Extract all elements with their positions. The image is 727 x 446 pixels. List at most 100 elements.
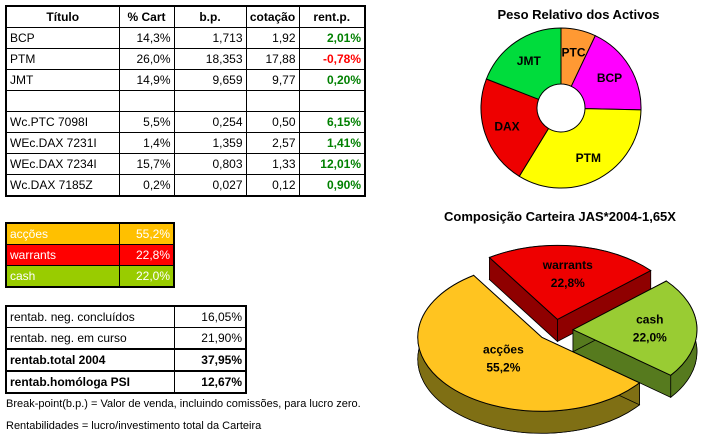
- cell-rent[interactable]: 0,20%: [298, 69, 366, 91]
- cell-cotacao[interactable]: 9,77: [245, 69, 300, 91]
- allocation-value[interactable]: 55,2%: [118, 222, 175, 245]
- cell-cotacao[interactable]: 2,57: [245, 132, 300, 154]
- returns-label[interactable]: rentab. neg. concluídos: [5, 305, 175, 328]
- returns-value[interactable]: 21,90%: [173, 327, 247, 350]
- header-titulo[interactable]: Título: [5, 5, 120, 28]
- pie-label-warrants: warrants: [542, 258, 593, 272]
- cell-cotacao[interactable]: 1,33: [245, 153, 300, 175]
- allocation-label[interactable]: cash: [5, 265, 120, 288]
- allocation-label[interactable]: warrants: [5, 244, 120, 266]
- positions-table: Título % Cart b.p. cotação rent.p. BCP 1…: [5, 5, 366, 197]
- cell-cotacao[interactable]: 0,12: [245, 174, 300, 197]
- donut-label-JMT: JMT: [517, 54, 542, 68]
- cell-titulo[interactable]: WEc.DAX 7231I: [5, 132, 120, 154]
- cell-bp[interactable]: 9,659: [173, 69, 247, 91]
- cell-rent[interactable]: 0,90%: [298, 174, 366, 197]
- cell-bp[interactable]: 18,353: [173, 48, 247, 70]
- allocation-label[interactable]: acções: [5, 222, 120, 245]
- donut-slice-PTM[interactable]: [518, 108, 642, 189]
- pie-value-cash: 22,0%: [633, 330, 667, 344]
- cell-cotacao[interactable]: 17,88: [245, 48, 300, 70]
- returns-value[interactable]: 12,67%: [173, 370, 247, 394]
- footnote-rentabilidades: Rentabilidades = lucro/investimento tota…: [6, 420, 262, 432]
- header-cart[interactable]: % Cart: [118, 5, 175, 28]
- cell-bp[interactable]: 0,803: [173, 153, 247, 175]
- positions-row: WEc.DAX 7234I 15,7% 0,803 1,33 12,01%: [5, 153, 366, 175]
- pie-value-warrants: 22,8%: [551, 276, 585, 290]
- cell-titulo[interactable]: JMT: [5, 69, 120, 91]
- cell-titulo[interactable]: Wc.PTC 7098I: [5, 111, 120, 133]
- returns-label[interactable]: rentab.total 2004: [5, 348, 175, 372]
- donut-label-BCP: BCP: [597, 71, 622, 85]
- cell-bp[interactable]: 0,254: [173, 111, 247, 133]
- allocation-table: acções 55,2% warrants 22,8% cash 22,0%: [5, 222, 175, 288]
- cell-cart[interactable]: 14,9%: [118, 69, 175, 91]
- footnotes: Break-point(b.p.) = Valor de venda, incl…: [6, 393, 361, 437]
- pie-chart-title: Composição Carteira JAS*2004-1,65X: [444, 209, 676, 224]
- cell-cotacao[interactable]: 0,50: [245, 111, 300, 133]
- returns-row: rentab.total 2004 37,95%: [5, 348, 247, 372]
- cell-rent[interactable]: [298, 90, 366, 112]
- returns-label[interactable]: rentab. neg. em curso: [5, 327, 175, 350]
- cell-bp[interactable]: 1,713: [173, 27, 247, 49]
- cell-rent[interactable]: 12,01%: [298, 153, 366, 175]
- returns-value[interactable]: 16,05%: [173, 305, 247, 328]
- returns-value[interactable]: 37,95%: [173, 348, 247, 372]
- cell-bp[interactable]: 1,359: [173, 132, 247, 154]
- header-bp[interactable]: b.p.: [173, 5, 247, 28]
- cell-titulo[interactable]: WEc.DAX 7234I: [5, 153, 120, 175]
- donut-chart-title: Peso Relativo dos Activos: [497, 7, 660, 22]
- donut-chart: PTC BCP PTM DAX JMT: [480, 27, 642, 189]
- positions-row: Wc.PTC 7098I 5,5% 0,254 0,50 6,15%: [5, 111, 366, 133]
- positions-row: WEc.DAX 7231I 1,4% 1,359 2,57 1,41%: [5, 132, 366, 154]
- cell-rent[interactable]: 2,01%: [298, 27, 366, 49]
- cell-rent[interactable]: 1,41%: [298, 132, 366, 154]
- allocation-value[interactable]: 22,8%: [118, 244, 175, 266]
- allocation-row: cash 22,0%: [5, 265, 175, 288]
- pie-value-acções: 55,2%: [486, 360, 520, 374]
- cell-cotacao[interactable]: [245, 90, 300, 112]
- cell-rent[interactable]: -0,78%: [298, 48, 366, 70]
- cell-cart[interactable]: [118, 90, 175, 112]
- cell-titulo[interactable]: Wc.DAX 7185Z: [5, 174, 120, 197]
- cell-cart[interactable]: 26,0%: [118, 48, 175, 70]
- returns-row: rentab.homóloga PSI 12,67%: [5, 370, 247, 394]
- cell-cotacao[interactable]: 1,92: [245, 27, 300, 49]
- header-rent[interactable]: rent.p.: [298, 5, 366, 28]
- cell-bp[interactable]: [173, 90, 247, 112]
- returns-table: rentab. neg. concluídos 16,05% rentab. n…: [5, 305, 247, 394]
- cell-titulo[interactable]: BCP: [5, 27, 120, 49]
- cell-rent[interactable]: 6,15%: [298, 111, 366, 133]
- cell-cart[interactable]: 1,4%: [118, 132, 175, 154]
- positions-row: Wc.DAX 7185Z 0,2% 0,027 0,12 0,90%: [5, 174, 366, 197]
- cell-cart[interactable]: 5,5%: [118, 111, 175, 133]
- donut-slice-JMT[interactable]: [485, 27, 562, 100]
- pie-slice-cash[interactable]: [571, 280, 698, 376]
- cell-titulo[interactable]: PTM: [5, 48, 120, 70]
- pie-label-acções: acções: [483, 342, 524, 356]
- exploded-pie-chart: acções 55,2% warrants 22,8% cash 22,0%: [417, 244, 698, 434]
- positions-row: PTM 26,0% 18,353 17,88 -0,78%: [5, 48, 366, 70]
- pie-label-cash: cash: [636, 312, 663, 326]
- cell-cart[interactable]: 0,2%: [118, 174, 175, 197]
- cell-titulo[interactable]: [5, 90, 120, 112]
- cell-cart[interactable]: 15,7%: [118, 153, 175, 175]
- allocation-value[interactable]: 22,0%: [118, 265, 175, 288]
- cell-bp[interactable]: 0,027: [173, 174, 247, 197]
- allocation-row: warrants 22,8%: [5, 244, 175, 266]
- donut-label-PTC: PTC: [562, 45, 586, 59]
- donut-slice-BCP[interactable]: [570, 35, 642, 111]
- footnote-breakpoint: Break-point(b.p.) = Valor de venda, incl…: [6, 398, 361, 410]
- header-cotacao[interactable]: cotação: [245, 5, 300, 28]
- pie-slice-warrants[interactable]: [488, 244, 652, 321]
- donut-label-DAX: DAX: [494, 119, 519, 133]
- returns-label[interactable]: rentab.homóloga PSI: [5, 370, 175, 394]
- positions-header-row: Título % Cart b.p. cotação rent.p.: [5, 5, 366, 28]
- positions-row: [5, 90, 366, 112]
- returns-row: rentab. neg. concluídos 16,05%: [5, 305, 247, 328]
- pie-slice-acções[interactable]: [417, 274, 641, 412]
- allocation-row: acções 55,2%: [5, 222, 175, 245]
- cell-cart[interactable]: 14,3%: [118, 27, 175, 49]
- donut-slice-DAX[interactable]: [480, 78, 550, 177]
